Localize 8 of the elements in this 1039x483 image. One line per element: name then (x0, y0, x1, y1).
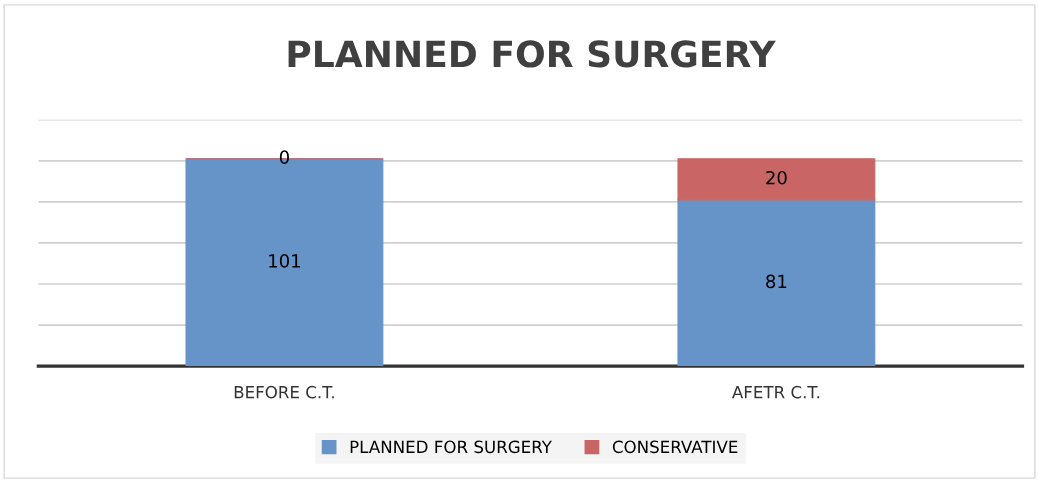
legend-label: CONSERVATIVE (612, 440, 738, 454)
legend-label: PLANNED FOR SURGERY (350, 440, 552, 454)
data-label: 101 (269, 254, 300, 268)
data-label: 81 (766, 274, 787, 289)
x-tick-label: BEFORE C.T. (234, 385, 334, 399)
x-tick-label: AFETR C.T. (732, 385, 820, 399)
chart-title: PLANNED FOR SURGERY (288, 40, 776, 68)
data-label: 20 (766, 170, 787, 185)
